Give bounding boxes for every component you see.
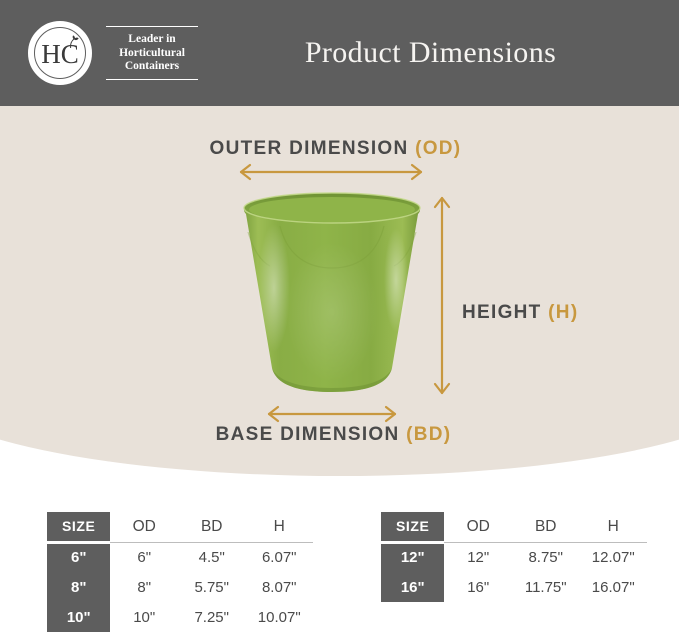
tagline-line-1: Leader in [128,33,176,46]
base-dimension-abbr: (BD) [406,424,452,445]
column-header-bd: BD [511,512,580,543]
cell-bd: 8.75" [511,542,580,572]
tagline-line-3: Containers [124,60,180,73]
outer-dimension-abbr: (OD) [415,138,462,159]
height-label: HEIGHT (H) [462,302,578,324]
base-dimension-arrow-icon [267,405,397,423]
base-dimension-label: BASE DIMENSION (BD) [0,424,679,446]
height-arrow-icon [433,196,451,395]
column-header-od: OD [110,512,178,543]
table-row: 10" 10" 7.25" 10.07" [47,602,313,632]
dimension-diagram: OUTER DIMENSION (OD) BASE DIMENSION (BD)… [0,106,679,479]
pot-icon [243,192,421,392]
cell-bd: 4.5" [177,542,246,572]
cell-od: 6" [110,542,178,572]
cell-size: 6" [47,542,111,572]
cell-od: 10" [110,602,178,632]
table-header-row: SIZE OD BD H [381,512,647,544]
planter-pot-illustration [236,192,428,397]
tagline-rule-top [106,26,198,28]
table-row: 6" 6" 4.5" 6.07" [47,542,313,572]
column-header-size: SIZE [381,512,445,544]
outer-dimension-text: OUTER DIMENSION [209,138,416,159]
cell-size: 10" [47,602,111,632]
cell-h: 8.07" [245,572,313,602]
cell-bd: 7.25" [177,602,246,632]
page-title: Product Dimensions [304,36,557,69]
diagram-panel: OUTER DIMENSION (OD) BASE DIMENSION (BD)… [0,106,679,479]
logo-monogram: HC [41,39,79,69]
height-abbr: (H) [548,302,579,323]
cell-size: 16" [381,572,445,602]
cell-od: 8" [110,572,178,602]
height-text: HEIGHT [462,302,549,323]
dimension-table-left: SIZE OD BD H 6" 6" 4.5" 6.07" 8" 8" 5.75… [47,512,313,632]
column-header-size: SIZE [47,512,111,544]
header-band: HC Leader in Horticultural Containers Pr… [0,0,679,106]
column-header-od: OD [444,512,512,543]
dimension-arrows [239,163,451,423]
cell-bd: 11.75" [511,572,580,602]
tagline-rule-bottom [106,78,198,80]
brand-logo: HC Leader in Horticultural Containers [28,20,208,86]
logo-circle-badge: HC [28,21,92,85]
column-header-h: H [245,512,313,543]
table-row: 8" 8" 5.75" 8.07" [47,572,313,602]
cell-h: 10.07" [245,602,313,632]
cell-size: 8" [47,572,111,602]
base-dimension-text: BASE DIMENSION [215,424,407,445]
dimension-tables: SIZE OD BD H 6" 6" 4.5" 6.07" 8" 8" 5.75… [0,479,679,636]
outer-dimension-arrow-icon [239,163,423,181]
brand-tagline: Leader in Horticultural Containers [106,20,198,86]
cell-h: 12.07" [579,542,647,572]
dimension-table-right: SIZE OD BD H 12" 12" 8.75" 12.07" 16" 16… [381,512,647,602]
cell-od: 12" [444,542,512,572]
table-row: 12" 12" 8.75" 12.07" [381,542,647,572]
tagline-line-2: Horticultural [119,46,185,59]
column-header-h: H [579,512,647,543]
cell-h: 16.07" [579,572,647,602]
cell-od: 16" [444,572,512,602]
table-row: 16" 16" 11.75" 16.07" [381,572,647,602]
column-header-bd: BD [177,512,246,543]
table-header-row: SIZE OD BD H [47,512,313,544]
leaf-icon [70,35,79,49]
outer-dimension-label: OUTER DIMENSION (OD) [0,138,679,160]
cell-h: 6.07" [245,542,313,572]
cell-bd: 5.75" [177,572,246,602]
cell-size: 12" [381,542,445,572]
